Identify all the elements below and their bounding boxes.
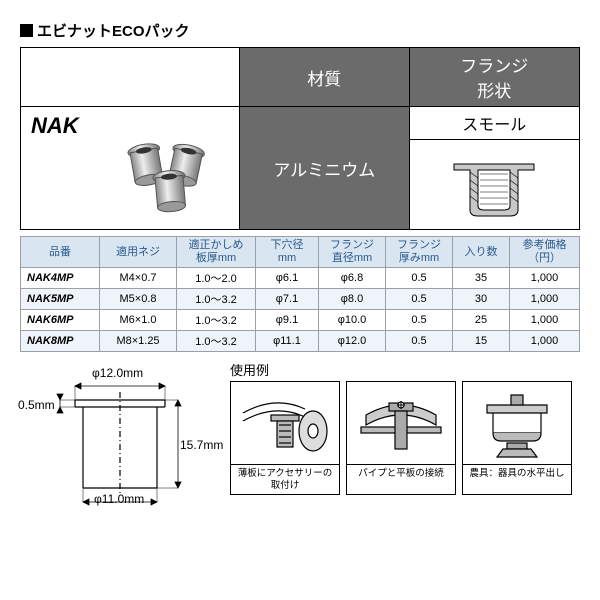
col-hole: 下穴径 mm: [256, 237, 319, 268]
dimension-drawing: φ12.0mm 0.5mm 15.7mm φ11.0mm: [20, 360, 220, 510]
dim-body-dia: φ11.0mm: [94, 492, 144, 506]
cell: 1.0～3.2: [177, 289, 256, 310]
title-square-icon: [20, 24, 33, 37]
page-title: エビナットECOパック: [20, 20, 580, 41]
cell: 1.0～3.2: [177, 331, 256, 352]
cell: M5×0.8: [100, 289, 177, 310]
cell: 0.5: [386, 289, 453, 310]
cell: 1,000: [510, 268, 580, 289]
col-screw: 適用ネジ: [100, 237, 177, 268]
cell: NAK6MP: [21, 310, 100, 331]
col-part-no: 品番: [21, 237, 100, 268]
cell: M4×0.7: [100, 268, 177, 289]
usage-icon-pipe: [347, 382, 455, 464]
usage-caption-2: パイプと平板の接続: [347, 464, 455, 482]
product-photo-icon: [109, 138, 229, 223]
cell: φ6.1: [256, 268, 319, 289]
table-row: NAK5MP M5×0.8 1.0～3.2 φ7.1 φ8.0 0.5 30 1…: [21, 289, 580, 310]
usage-title: 使用例: [230, 360, 580, 379]
col-flange-dia: フランジ 直径mm: [319, 237, 386, 268]
cell: 0.5: [386, 331, 453, 352]
cell: 0.5: [386, 310, 453, 331]
dim-length: 15.7mm: [180, 438, 223, 452]
header-flange: フランジ 形状: [409, 48, 579, 107]
cell: NAK8MP: [21, 331, 100, 352]
series-label: NAK: [31, 113, 79, 139]
usage-section: 使用例: [230, 360, 580, 495]
usage-caption-3: 農具：器具の水平出し: [463, 464, 571, 482]
table-row: NAK4MP M4×0.7 1.0～2.0 φ6.1 φ6.8 0.5 35 1…: [21, 268, 580, 289]
title-text: エビナットECOパック: [37, 20, 190, 41]
cell: φ7.1: [256, 289, 319, 310]
cell: 1.0～2.0: [177, 268, 256, 289]
usage-example-2: パイプと平板の接続: [346, 381, 456, 495]
usage-caption-1: 薄板にアクセサリーの取付け: [231, 464, 339, 494]
material-cell: アルミニウム: [240, 107, 410, 230]
cell: 25: [453, 310, 510, 331]
flange-cross-section-icon: [410, 140, 579, 229]
usage-example-1: 薄板にアクセサリーの取付け: [230, 381, 340, 495]
col-price: 参考価格 （円）: [510, 237, 580, 268]
col-grip: 適正かしめ 板厚mm: [177, 237, 256, 268]
cell: φ8.0: [319, 289, 386, 310]
cell: 0.5: [386, 268, 453, 289]
cell: M8×1.25: [100, 331, 177, 352]
spec-header-row: 品番 適用ネジ 適正かしめ 板厚mm 下穴径 mm フランジ 直径mm フランジ…: [21, 237, 580, 268]
header-material: 材質: [240, 48, 410, 107]
usage-icon-accessory: [231, 382, 339, 464]
usage-icon-leveling: [463, 382, 571, 464]
cell: 1,000: [510, 310, 580, 331]
flange-cell: スモール: [409, 107, 579, 230]
cell: NAK5MP: [21, 289, 100, 310]
cell: 15: [453, 331, 510, 352]
series-cell: NAK: [21, 107, 240, 230]
header-blank: [21, 48, 240, 107]
dim-flange-dia: φ12.0mm: [92, 366, 143, 380]
cell: φ10.0: [319, 310, 386, 331]
spec-table: 品番 適用ネジ 適正かしめ 板厚mm 下穴径 mm フランジ 直径mm フランジ…: [20, 236, 580, 352]
flange-type-label: スモール: [410, 107, 579, 140]
cell: φ12.0: [319, 331, 386, 352]
table-row: NAK8MP M8×1.25 1.0～3.2 φ11.1 φ12.0 0.5 1…: [21, 331, 580, 352]
cell: NAK4MP: [21, 268, 100, 289]
cell: 1,000: [510, 289, 580, 310]
cell: φ6.8: [319, 268, 386, 289]
cell: 1,000: [510, 331, 580, 352]
series-header-table: 材質 フランジ 形状 NAK: [20, 47, 580, 230]
cell: φ11.1: [256, 331, 319, 352]
cell: M6×1.0: [100, 310, 177, 331]
usage-example-3: 農具：器具の水平出し: [462, 381, 572, 495]
cell: φ9.1: [256, 310, 319, 331]
col-flange-thk: フランジ 厚みmm: [386, 237, 453, 268]
dim-flange-thk: 0.5mm: [18, 398, 55, 412]
col-qty: 入り数: [453, 237, 510, 268]
cell: 30: [453, 289, 510, 310]
table-row: NAK6MP M6×1.0 1.0～3.2 φ9.1 φ10.0 0.5 25 …: [21, 310, 580, 331]
cell: 35: [453, 268, 510, 289]
cell: 1.0～3.2: [177, 310, 256, 331]
